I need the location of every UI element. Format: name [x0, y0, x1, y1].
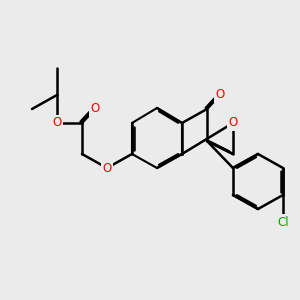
- Text: O: O: [90, 103, 100, 116]
- Text: O: O: [215, 88, 225, 101]
- Text: O: O: [228, 116, 238, 130]
- Text: O: O: [102, 161, 112, 175]
- Text: Cl: Cl: [277, 215, 289, 229]
- Text: O: O: [52, 116, 62, 130]
